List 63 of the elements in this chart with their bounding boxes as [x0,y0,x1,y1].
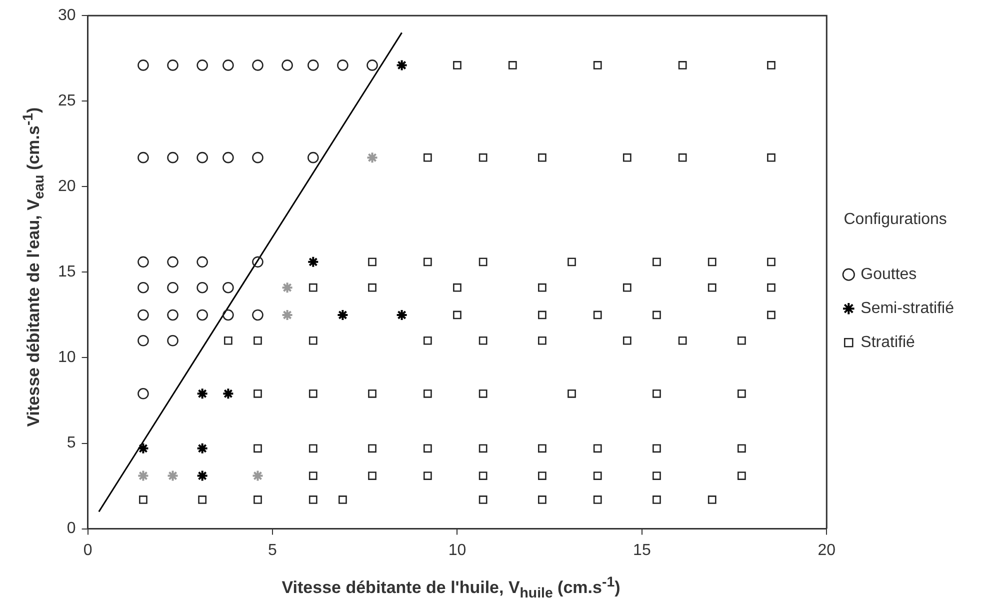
point [167,282,178,294]
x-tick-label: 0 [83,542,92,559]
point [307,60,319,71]
y-tick-label: 0 [66,520,76,538]
point [281,282,294,294]
x-tick-label: 10 [448,542,466,559]
legend-title: Configurations [844,210,947,228]
legend-label: Gouttes [860,266,917,284]
point [252,470,264,482]
point [222,309,234,321]
legend-label: Stratifié [860,334,915,352]
point [196,256,208,268]
point [196,309,208,321]
x-tick-label: 15 [633,542,651,559]
point [222,388,234,400]
point [366,152,378,164]
point [222,152,234,164]
y-tick-label: 15 [58,264,76,281]
point [196,282,208,294]
point [222,282,234,294]
point [138,334,149,346]
point [396,59,408,72]
y-tick-label: 20 [58,178,76,196]
point [366,60,378,71]
point [138,282,149,294]
point [282,60,293,71]
point [138,60,149,71]
point [196,388,208,400]
x-tick-label: 5 [268,542,278,559]
point [166,470,179,482]
point [138,152,149,164]
point [137,442,150,454]
point [196,470,208,482]
point [252,309,264,321]
point [196,152,208,164]
point [167,334,178,346]
point [167,256,178,268]
y-tick-label: 10 [58,349,76,366]
point [167,309,178,321]
x-tick-label: 20 [818,542,836,559]
x-axis-title: Vitesse débitante de l'huile, V$_{huile}$ (cm.s$^{-1}$) [282,574,620,602]
point [167,152,178,164]
point [307,152,319,164]
point [196,60,208,71]
point [337,60,348,71]
point [138,309,149,321]
legend-label: Semi-stratifié [860,300,954,318]
y-tick-label: 5 [66,434,76,452]
point [252,60,264,71]
point [138,256,149,268]
point [307,256,320,268]
point [167,60,178,71]
point [137,470,150,482]
point [281,308,294,321]
point [252,256,264,268]
y-tick-label: 25 [58,92,76,110]
point [396,308,408,321]
y-tick-label: 30 [58,7,76,24]
point [336,308,349,321]
point [196,442,208,454]
point [138,388,149,400]
point [222,60,234,71]
point [252,152,264,164]
